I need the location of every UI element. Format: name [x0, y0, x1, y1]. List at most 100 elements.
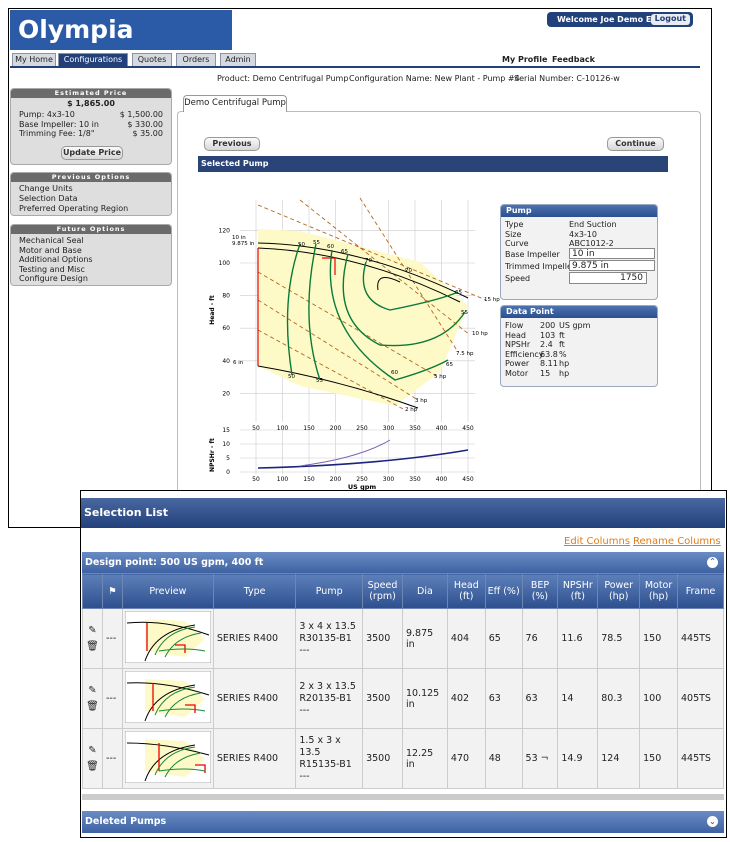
content-tab[interactable]: Demo Centrifugal Pump [183, 95, 287, 112]
row-flag: --- [101, 728, 123, 789]
pump-field-value: ABC1012-2 [569, 239, 614, 248]
impeller-select[interactable]: 9.875 in [569, 260, 655, 271]
column-header[interactable]: Head (ft) [446, 573, 486, 609]
serial-info: Serial Number: C-10126-w [514, 74, 620, 83]
rename-columns-link[interactable]: Rename Columns [633, 536, 721, 547]
curve-label: 9.875 in [232, 241, 255, 247]
curve-label: 70 [365, 258, 372, 264]
row-cell: 150 [639, 728, 678, 789]
delete-icon[interactable]: 🗑 [86, 760, 99, 772]
column-header[interactable]: Dia [401, 573, 448, 609]
collapse-icon[interactable]: ⌃ [707, 557, 718, 568]
edit-icon[interactable]: ✎ [88, 744, 97, 756]
row-cell: 3500 [362, 728, 403, 789]
option-link[interactable]: Additional Options [19, 255, 93, 265]
column-header[interactable]: Motor (hp) [639, 573, 678, 609]
delete-icon[interactable]: 🗑 [86, 700, 99, 712]
option-link[interactable]: Change Units [19, 184, 73, 193]
nav-tab[interactable]: Admin [220, 53, 256, 66]
row-preview [121, 728, 214, 789]
option-link[interactable]: Motor and Base [19, 245, 82, 255]
x-tick-label: 300 [383, 425, 395, 432]
row-cell: 9.875 in [401, 608, 448, 669]
price-box: Estimated Price $ 1,865.00 Pump: 4x3-10 $… [10, 88, 172, 165]
icon-header [82, 573, 103, 609]
edit-icon[interactable]: ✎ [88, 684, 97, 696]
row-cell: 405TS [677, 668, 724, 729]
data-point-unit: hp [559, 368, 570, 378]
curve-label: 7.5 hp [456, 351, 474, 357]
price-item: Trimming Fee: 1/8" [19, 129, 95, 138]
pump-field-label: Type [505, 220, 524, 229]
welcome-bar: Welcome Joe Demo E Logout [547, 12, 693, 27]
column-header[interactable]: Type [212, 573, 297, 609]
data-point-unit: ft [559, 330, 565, 340]
profile-link[interactable]: My Profile [502, 55, 548, 64]
option-link[interactable]: Preferred Operating Region [19, 204, 129, 213]
column-header[interactable]: Power (hp) [597, 573, 641, 609]
product-info: Product: Demo Centrifugal Pump [217, 74, 349, 83]
impeller-select[interactable]: 10 in [569, 248, 655, 259]
update-price-button[interactable]: Update Price [61, 146, 123, 160]
row-cell: SERIES R400 [212, 728, 297, 789]
nav-tab[interactable]: Configurations [58, 53, 128, 66]
row-flag: --- [101, 608, 123, 669]
previous-button[interactable]: Previous [204, 137, 260, 151]
data-point-panel: Data Point Flow 200 US gpm Head 103 ft NPSHr 2.… [500, 305, 658, 387]
pump-line: 2 x 3 x 13.5 [299, 680, 356, 692]
price-amount: $ 1,500.00 [119, 110, 163, 119]
x-tick-label: 50 [252, 425, 260, 432]
header-row: ⚑ Preview Type Pump Speed (rpm) Dia Head (ft) E… [82, 573, 724, 609]
data-point-value: 103 [540, 330, 556, 340]
npsh-curve [257, 449, 469, 469]
price-item: Base Impeller: 10 in [19, 119, 99, 129]
option-link[interactable]: Testing and Misc [19, 264, 85, 274]
x-tick-label: 450 [462, 476, 474, 483]
continue-button[interactable]: Continue [607, 137, 664, 151]
data-point-label: Power [505, 359, 530, 368]
feedback-link[interactable]: Feedback [552, 55, 595, 64]
x-tick-label: 400 [436, 476, 448, 483]
power-lines [257, 197, 487, 411]
row-cell: 470 [446, 728, 486, 789]
column-header[interactable]: Frame [677, 573, 724, 609]
row-pump: 2 x 3 x 13.5 R20135-B1 --- [295, 668, 364, 729]
column-header[interactable]: Eff (%) [484, 573, 523, 609]
column-header[interactable]: Preview [121, 573, 214, 609]
y-tick-label: 40 [222, 358, 230, 365]
curve-label: 6 in [233, 360, 244, 366]
y-tick-label: 100 [219, 260, 231, 267]
pump-field-label: Speed [505, 274, 531, 283]
curve-label: 70 [405, 268, 412, 274]
price-total: $ 1,865.00 [67, 99, 115, 108]
logout-button[interactable]: Logout [650, 14, 690, 25]
delete-icon[interactable]: 🗑 [86, 640, 99, 652]
column-header[interactable]: BEP (%) [521, 573, 559, 609]
pump-line: R30135-B1 [299, 632, 352, 644]
data-point-unit: US gpm [559, 321, 591, 330]
selection-list-title: Selection List [81, 498, 725, 528]
row-actions: ✎ 🗑 [82, 728, 103, 789]
option-link[interactable]: Configure Design [19, 274, 88, 284]
column-header[interactable]: Speed (rpm) [362, 573, 403, 609]
speed-input[interactable]: 1750 [569, 272, 647, 284]
curve-label: 50 [298, 242, 305, 248]
nav-tab[interactable]: Quotes [132, 53, 172, 66]
option-link[interactable]: Selection Data [19, 194, 78, 203]
column-header[interactable]: Pump [295, 573, 364, 609]
option-link[interactable]: Mechanical Seal [19, 236, 84, 245]
data-point-label: Head [505, 330, 526, 340]
nav-tab[interactable]: My Home [12, 53, 56, 66]
expand-icon[interactable]: ⌄ [707, 816, 718, 827]
edit-icon[interactable]: ✎ [88, 624, 97, 636]
row-cell: SERIES R400 [212, 668, 297, 729]
nav-tab[interactable]: Orders [176, 53, 216, 66]
edit-columns-link[interactable]: Edit Columns [564, 536, 631, 547]
x-tick-label: 50 [252, 476, 260, 483]
panel-header: Pump [501, 205, 657, 217]
tab-bar-line [10, 66, 700, 68]
pump-line: R15135-B1 [299, 758, 352, 770]
deleted-pumps-bar[interactable]: Deleted Pumps ⌄ [82, 811, 724, 833]
column-header[interactable]: NPSHr (ft) [557, 573, 599, 609]
previous-options-box: Previous Options Change Units Selection D… [10, 172, 172, 216]
